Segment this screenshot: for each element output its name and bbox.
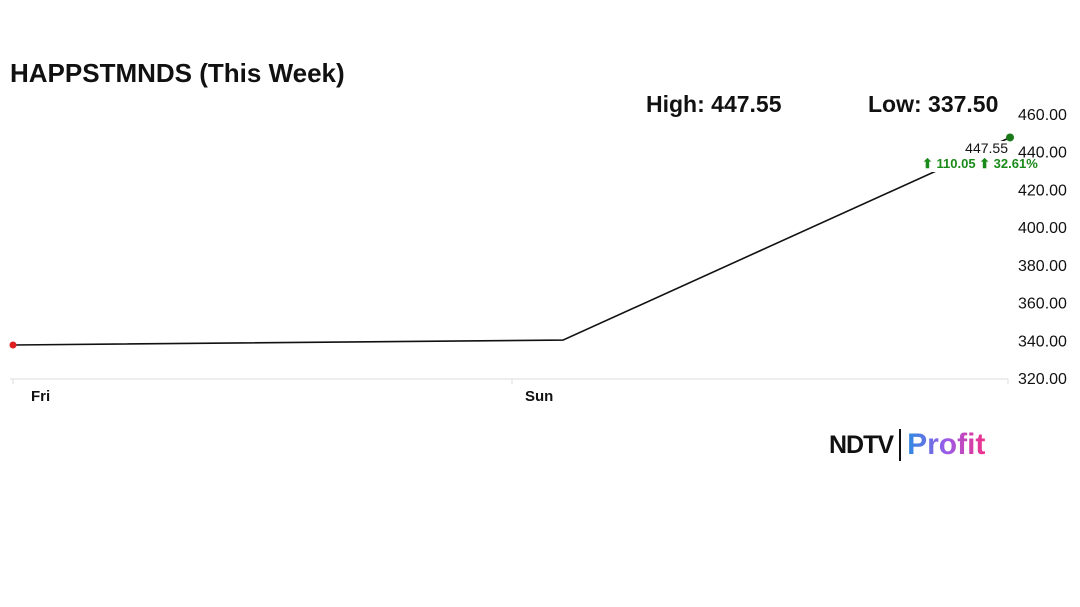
price-line [12, 136, 1011, 346]
logo-profit: Profit [907, 428, 986, 461]
y-tick-label: 360.00 [1018, 296, 1067, 313]
ndtv-profit-logo: NDTV Profit [829, 428, 985, 462]
y-tick-label: 380.00 [1018, 258, 1067, 275]
last-value-label: 447.55 [965, 140, 1008, 156]
end-point [1006, 133, 1014, 142]
y-tick-label: 340.00 [1018, 333, 1067, 350]
y-tick-label: 400.00 [1018, 220, 1067, 237]
label-background [920, 141, 1012, 172]
y-tick-label: 460.00 [1018, 107, 1067, 124]
y-tick-label: 440.00 [1018, 145, 1067, 162]
logo-divider [899, 429, 902, 461]
logo-ndtv: NDTV [829, 430, 894, 459]
low-label: Low: 337.50 [868, 91, 999, 117]
x-tick-label: Sun [525, 388, 553, 405]
chart-title: HAPPSTMNDS (This Week) [10, 58, 345, 88]
y-tick-label: 420.00 [1018, 182, 1067, 199]
high-label: High: 447.55 [646, 91, 782, 117]
y-tick-label: 320.00 [1018, 371, 1067, 388]
x-tick-label: Fri [31, 388, 50, 405]
change-label: ⬆ 110.05 ⬆ 32.61% [922, 156, 1038, 171]
start-point [9, 341, 17, 349]
